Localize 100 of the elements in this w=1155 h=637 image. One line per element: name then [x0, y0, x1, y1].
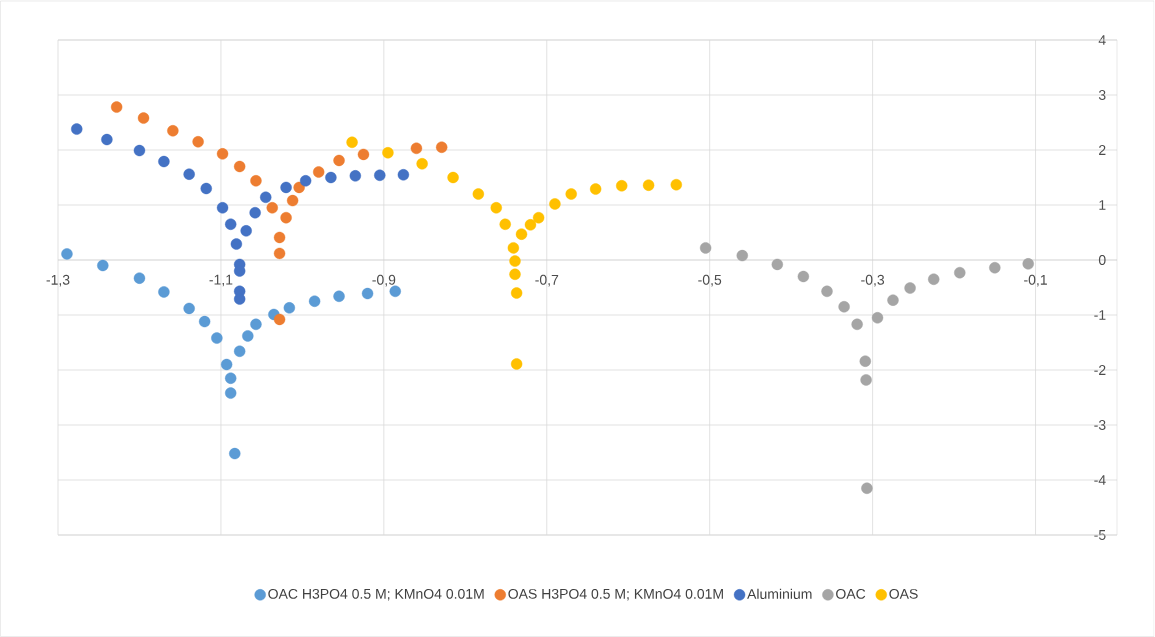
point	[389, 285, 401, 298]
point	[240, 225, 252, 237]
point	[97, 259, 109, 272]
point	[61, 248, 73, 260]
point	[220, 358, 233, 371]
point	[349, 170, 362, 182]
point	[250, 175, 262, 187]
point	[954, 266, 966, 279]
point	[273, 313, 286, 326]
point	[167, 125, 179, 137]
point	[989, 262, 1001, 274]
point	[283, 302, 296, 314]
point	[1022, 258, 1034, 270]
point	[249, 207, 261, 219]
point	[670, 178, 682, 191]
point	[472, 188, 485, 200]
legend-label: OAS H3PO4 0.5 M; KMnO4 0.01M	[508, 588, 723, 601]
point	[382, 147, 394, 159]
point	[771, 258, 784, 271]
point	[101, 133, 113, 146]
point	[642, 179, 655, 191]
x-tick-label: -0,1	[1024, 274, 1047, 287]
point	[357, 148, 370, 161]
point	[699, 242, 712, 254]
point	[71, 123, 83, 135]
point	[198, 315, 211, 328]
point	[616, 180, 628, 192]
x-tick-label: -1,1	[209, 274, 233, 287]
y-tick-label: 0	[1098, 255, 1106, 265]
point	[861, 482, 873, 494]
point	[524, 219, 537, 231]
point	[397, 169, 410, 181]
point	[273, 231, 286, 244]
y-tick-label: -2	[1094, 365, 1106, 375]
point	[280, 211, 292, 224]
point	[509, 255, 521, 267]
legend-label: Aluminium	[747, 588, 812, 599]
point	[510, 287, 523, 299]
point	[200, 182, 212, 195]
point	[859, 355, 871, 367]
y-tick-label: -1	[1094, 310, 1106, 320]
point	[233, 160, 246, 173]
point	[133, 144, 146, 157]
point	[266, 202, 278, 214]
point	[242, 330, 254, 342]
x-tick-label: -0,7	[535, 274, 559, 287]
point	[312, 166, 325, 178]
point	[308, 295, 321, 307]
point	[565, 188, 577, 200]
x-tick-label: -1,3	[46, 274, 70, 287]
point	[838, 301, 850, 313]
point	[133, 272, 146, 284]
point	[333, 154, 345, 167]
point	[233, 345, 246, 357]
point	[374, 169, 386, 181]
x-tick-label: -0,3	[861, 274, 885, 287]
point	[499, 218, 511, 230]
point	[851, 318, 863, 331]
point	[216, 202, 229, 214]
point	[250, 318, 262, 331]
point	[447, 171, 459, 184]
point	[110, 101, 123, 113]
point	[435, 141, 448, 153]
point	[509, 268, 521, 280]
point	[183, 168, 195, 180]
point	[490, 202, 502, 214]
point	[225, 372, 237, 384]
point	[260, 191, 272, 203]
point	[230, 238, 243, 250]
point	[158, 286, 170, 298]
point	[904, 282, 916, 294]
point	[589, 183, 602, 195]
legend-label: OAC H3PO4 0.5 M; KMnO4 0.01M	[268, 588, 484, 601]
y-tick-label: 3	[1098, 90, 1106, 100]
y-tick-label: 1	[1099, 200, 1106, 210]
point	[797, 270, 810, 283]
point	[361, 287, 374, 300]
point	[410, 142, 423, 155]
point	[192, 136, 204, 148]
y-tick-label: 2	[1099, 145, 1106, 155]
x-tick-label: -0,5	[698, 274, 722, 287]
point	[225, 218, 237, 230]
y-tick-label: -3	[1094, 420, 1106, 430]
y-tick-label: -5	[1094, 530, 1106, 540]
point	[515, 228, 528, 240]
point	[280, 181, 292, 194]
point	[216, 148, 229, 160]
point	[510, 358, 523, 370]
point	[183, 302, 195, 315]
point	[821, 285, 833, 298]
point	[549, 198, 561, 210]
point	[928, 273, 940, 285]
point	[158, 155, 170, 168]
point	[286, 194, 299, 207]
legend-label: OAC	[836, 588, 866, 599]
point	[860, 374, 872, 386]
point	[137, 112, 150, 124]
x-tick-label: -0,9	[372, 274, 396, 287]
y-tick-label: 4	[1098, 35, 1106, 45]
y-tick-label: -4	[1094, 475, 1106, 485]
